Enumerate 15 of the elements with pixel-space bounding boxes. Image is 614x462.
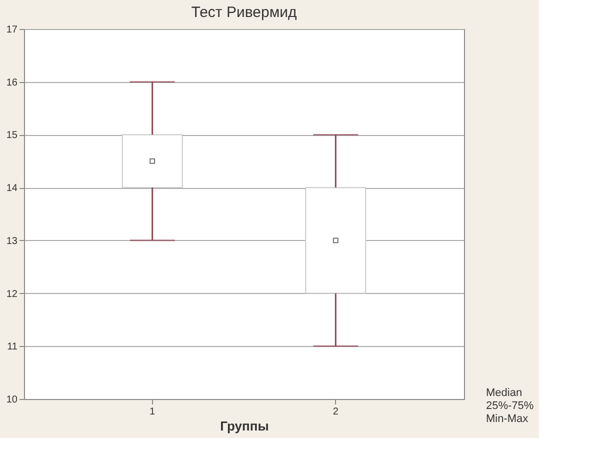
text: Median: [486, 387, 522, 399]
y-tick-label: 17: [6, 24, 18, 36]
y-tick-label: 16: [6, 77, 18, 88]
y-tick-label: 14: [6, 183, 18, 194]
y-tick-label: 13: [6, 236, 18, 247]
y-tick-label: 10: [6, 394, 18, 406]
text: 25%-75%: [486, 400, 534, 412]
x-tick-label: 2: [332, 406, 339, 418]
text: Min-Max: [486, 413, 529, 425]
y-tick-label: 11: [7, 342, 18, 353]
x-tick-label: 1: [150, 406, 156, 418]
chart-title: Тест Ривермид: [191, 4, 297, 21]
x-axis-title: Группы: [220, 418, 269, 434]
y-tick-label: 12: [6, 288, 18, 300]
y-tick-label: 15: [6, 130, 18, 142]
